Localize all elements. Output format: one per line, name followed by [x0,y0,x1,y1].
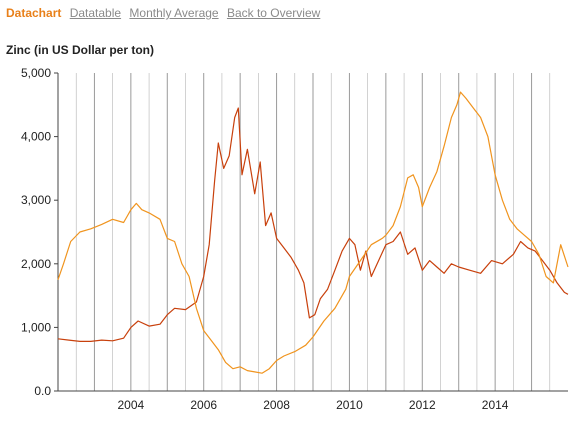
y-tick-label: 3,000 [21,193,51,207]
series-line-2 [57,91,569,374]
x-tick-label: 2006 [190,398,217,412]
x-tick-label: 2014 [482,398,509,412]
y-tick-label: 2,000 [21,257,51,271]
y-tick-label: 4,000 [21,130,51,144]
x-tick-label: 2012 [409,398,436,412]
y-tick-label: 5,000 [21,66,51,80]
x-tick-label: 2010 [336,398,363,412]
y-tick-label: 0.0 [34,384,51,398]
tab-datachart[interactable]: Datachart [6,6,62,20]
x-tick-label: 2004 [118,398,145,412]
tab-datatable[interactable]: Datatable [69,6,122,20]
chart-title: Zinc (in US Dollar per ton) [6,43,155,57]
x-tick-label: 2008 [263,398,290,412]
tab-back-to-overview[interactable]: Back to Overview [226,6,321,20]
series-line-1 [57,107,569,342]
tab-monthly-average[interactable]: Monthly Average [129,6,219,20]
view-tabs: Datachart Datatable Monthly Average Back… [6,6,325,20]
y-tick-label: 1,000 [21,320,51,334]
